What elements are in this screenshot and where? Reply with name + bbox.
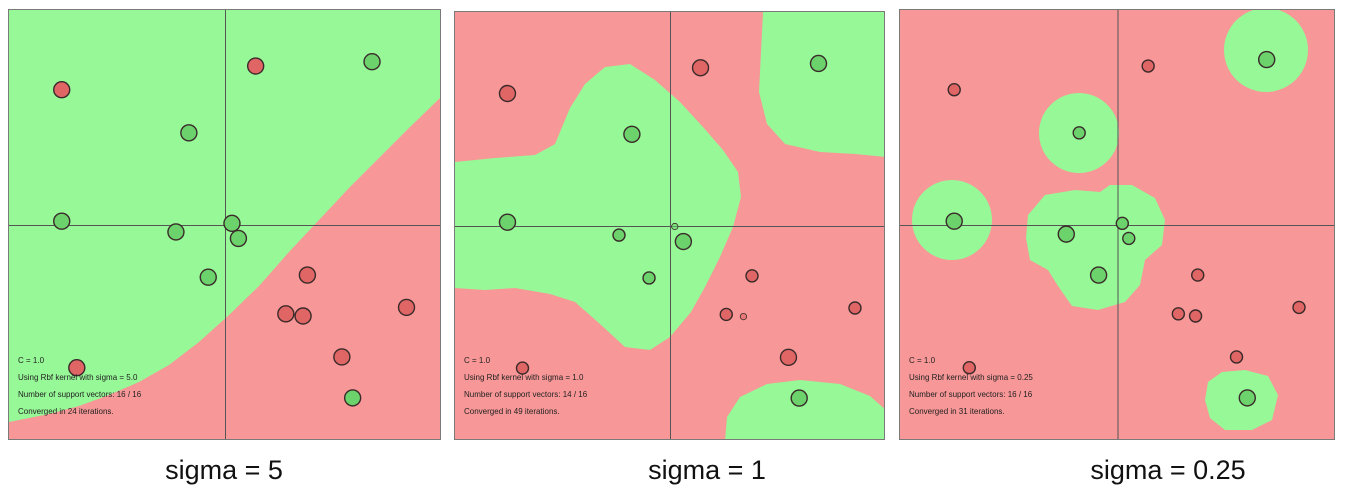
green-data-point xyxy=(180,124,198,142)
green-data-point xyxy=(167,223,185,241)
red-data-point xyxy=(246,57,265,75)
green-data-point xyxy=(343,389,362,407)
red-data-point xyxy=(1292,300,1306,315)
svm-panel-sigma-1: C = 1.0 Using Rbf kernel with sigma = 1.… xyxy=(454,11,885,440)
green-data-point xyxy=(623,125,641,143)
green-data-point xyxy=(790,389,808,407)
kernel-label: Using Rbf kernel with sigma = 1.0 xyxy=(464,373,584,382)
green-data-point xyxy=(1072,126,1086,140)
red-data-point xyxy=(691,59,710,77)
green-data-point xyxy=(1238,389,1256,407)
kernel-label: Using Rbf kernel with sigma = 0.25 xyxy=(909,373,1033,382)
info-block: C = 1.0 Using Rbf kernel with sigma = 1.… xyxy=(464,352,587,420)
decision-region xyxy=(9,10,440,422)
green-data-point xyxy=(223,214,241,233)
decision-plot xyxy=(900,10,1334,439)
red-data-point xyxy=(962,361,977,375)
green-data-point xyxy=(671,222,679,231)
red-data-point xyxy=(294,307,312,325)
red-data-point xyxy=(848,301,862,315)
green-data-point xyxy=(1057,225,1075,243)
red-data-point xyxy=(745,269,759,283)
red-data-point xyxy=(779,348,798,367)
green-data-point xyxy=(1115,216,1130,231)
decision-region xyxy=(759,12,884,157)
kernel-label: Using Rbf kernel with sigma = 5.0 xyxy=(18,373,138,382)
svm-panel-sigma-0-25: C = 1.0 Using Rbf kernel with sigma = 0.… xyxy=(899,9,1335,440)
red-data-point xyxy=(1141,59,1155,73)
red-data-point xyxy=(739,312,748,321)
red-data-point xyxy=(1188,309,1203,323)
green-data-point xyxy=(945,212,963,230)
red-data-point xyxy=(1191,268,1205,282)
c-value-label: C = 1.0 xyxy=(18,356,45,365)
caption-sigma-5: sigma = 5 xyxy=(165,455,283,485)
green-data-point xyxy=(809,54,828,73)
green-data-point xyxy=(674,232,693,251)
green-data-point xyxy=(1122,231,1136,246)
red-data-point xyxy=(1171,307,1186,321)
red-data-point xyxy=(298,266,317,284)
iterations-label: Converged in 49 iterations. xyxy=(464,407,560,416)
c-value-label: C = 1.0 xyxy=(464,356,491,365)
red-data-point xyxy=(277,305,295,323)
decision-region xyxy=(455,64,741,350)
red-data-point xyxy=(515,361,530,375)
info-block: C = 1.0 Using Rbf kernel with sigma = 5.… xyxy=(18,352,141,420)
red-data-point xyxy=(397,298,416,317)
info-block: C = 1.0 Using Rbf kernel with sigma = 0.… xyxy=(909,352,1033,420)
decision-plot xyxy=(455,12,884,439)
svm-panel-sigma-5: C = 1.0 Using Rbf kernel with sigma = 5.… xyxy=(8,9,441,440)
green-data-point xyxy=(1257,50,1276,69)
red-data-point xyxy=(333,348,351,366)
green-data-point xyxy=(498,213,517,231)
red-data-point xyxy=(947,83,961,97)
iterations-label: Converged in 31 iterations. xyxy=(909,407,1005,416)
green-data-point xyxy=(199,268,217,286)
red-data-point xyxy=(498,84,517,103)
green-data-point xyxy=(229,229,248,248)
iterations-label: Converged in 24 iterations. xyxy=(18,407,114,416)
support-vectors-label: Number of support vectors: 14 / 16 xyxy=(464,390,588,399)
decision-region xyxy=(725,380,884,439)
caption-sigma-0-25: sigma = 0.25 xyxy=(1090,455,1246,485)
decision-region xyxy=(1026,185,1165,310)
green-data-point xyxy=(612,228,626,242)
green-data-point xyxy=(53,212,71,230)
red-data-point xyxy=(53,81,71,99)
caption-sigma-1: sigma = 1 xyxy=(648,455,766,485)
red-data-point xyxy=(68,359,86,377)
c-value-label: C = 1.0 xyxy=(909,356,936,365)
green-data-point xyxy=(1089,266,1108,284)
red-data-point xyxy=(719,307,733,322)
support-vectors-label: Number of support vectors: 16 / 16 xyxy=(18,390,142,399)
decision-plot xyxy=(9,10,440,439)
red-data-point xyxy=(1229,350,1244,364)
green-data-point xyxy=(363,53,381,71)
support-vectors-label: Number of support vectors: 16 / 16 xyxy=(909,390,1033,399)
green-data-point xyxy=(642,271,656,285)
